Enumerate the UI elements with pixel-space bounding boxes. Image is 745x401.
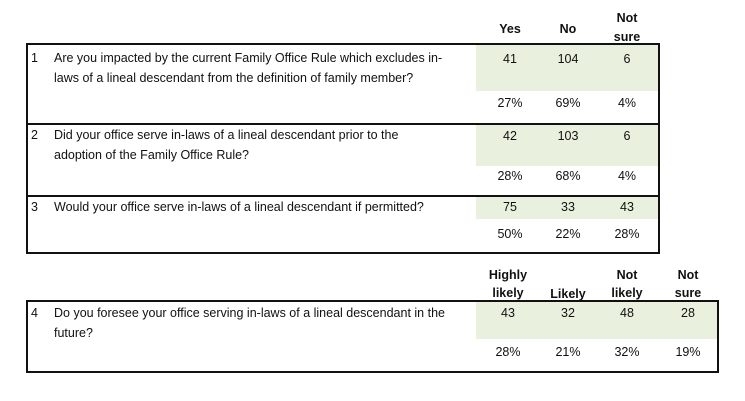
table1-bottom-border — [26, 252, 660, 254]
q3-not-sure-count: 43 — [620, 200, 634, 214]
q2-no-pct: 68% — [555, 169, 581, 183]
header-yes: Yes — [499, 22, 521, 36]
q4-text-line1: Do you foresee your office serving in-la… — [54, 306, 445, 320]
q2-text-line1: Did your office serve in-laws of a linea… — [54, 128, 399, 142]
header-highly-likely-line1: Highly — [488, 268, 528, 282]
q4-not-sure-count: 28 — [681, 306, 695, 320]
q2-not-sure-count: 6 — [623, 129, 631, 143]
q1-no-pct: 69% — [555, 96, 581, 110]
header-highly-likely-line2: likely — [492, 286, 524, 300]
q4-likely-pct: 21% — [555, 345, 581, 359]
q4-not-likely-count: 48 — [620, 306, 634, 320]
q3-yes-count: 75 — [503, 200, 517, 214]
q2-no-count: 103 — [557, 129, 579, 143]
q1-counts-shade — [476, 44, 660, 91]
q4-highly-likely-pct: 28% — [495, 345, 521, 359]
header-not-sure-line2: sure — [613, 30, 641, 44]
q4-not-likely-pct: 32% — [614, 345, 640, 359]
table1-row1-border — [26, 123, 660, 125]
q3-number: 3 — [31, 200, 38, 214]
q3-yes-pct: 50% — [497, 227, 523, 241]
q4-likely-count: 32 — [561, 306, 575, 320]
q2-yes-count: 42 — [503, 129, 517, 143]
q1-number: 1 — [31, 51, 38, 65]
q3-counts-shade — [476, 196, 660, 219]
header-not-sure2-line2: sure — [674, 286, 702, 300]
q4-number: 4 — [31, 306, 38, 320]
q3-no-pct: 22% — [555, 227, 581, 241]
q4-counts-shade — [476, 301, 719, 339]
header-not-sure2-line1: Not — [677, 268, 699, 282]
table2-bottom-border — [26, 371, 719, 373]
header-not-likely-line1: Not — [616, 268, 638, 282]
table1-top-border — [26, 43, 660, 45]
q2-counts-shade — [476, 124, 660, 166]
q1-not-sure-count: 6 — [623, 52, 631, 66]
table1-right-border — [658, 43, 660, 254]
header-not-likely-line2: likely — [611, 286, 643, 300]
header-no: No — [559, 22, 577, 36]
table2-right-border — [717, 300, 719, 373]
q2-not-sure-pct: 4% — [617, 169, 637, 183]
table2-top-border — [26, 300, 719, 302]
q1-yes-count: 41 — [503, 52, 517, 66]
q4-highly-likely-count: 43 — [501, 306, 515, 320]
table2-left-border — [26, 300, 28, 373]
q3-not-sure-pct: 28% — [614, 227, 640, 241]
q1-not-sure-pct: 4% — [617, 96, 637, 110]
q1-no-count: 104 — [557, 52, 579, 66]
q2-text-line2: adoption of the Family Office Rule? — [54, 148, 250, 162]
q4-not-sure-pct: 19% — [675, 345, 701, 359]
header-not-sure-line1: Not — [616, 11, 638, 25]
q2-number: 2 — [31, 128, 38, 142]
q1-yes-pct: 27% — [497, 96, 523, 110]
q3-no-count: 33 — [561, 200, 575, 214]
q4-text-line2: future? — [54, 326, 93, 340]
header-likely: Likely — [550, 287, 586, 301]
q1-text-line1: Are you impacted by the current Family O… — [54, 51, 443, 65]
q2-yes-pct: 28% — [497, 169, 523, 183]
q1-text-line2: laws of a lineal descendant from the def… — [54, 71, 414, 85]
table1-left-border — [26, 43, 28, 254]
q3-text-line1: Would your office serve in-laws of a lin… — [54, 200, 424, 214]
table1-row2-border — [26, 195, 660, 197]
